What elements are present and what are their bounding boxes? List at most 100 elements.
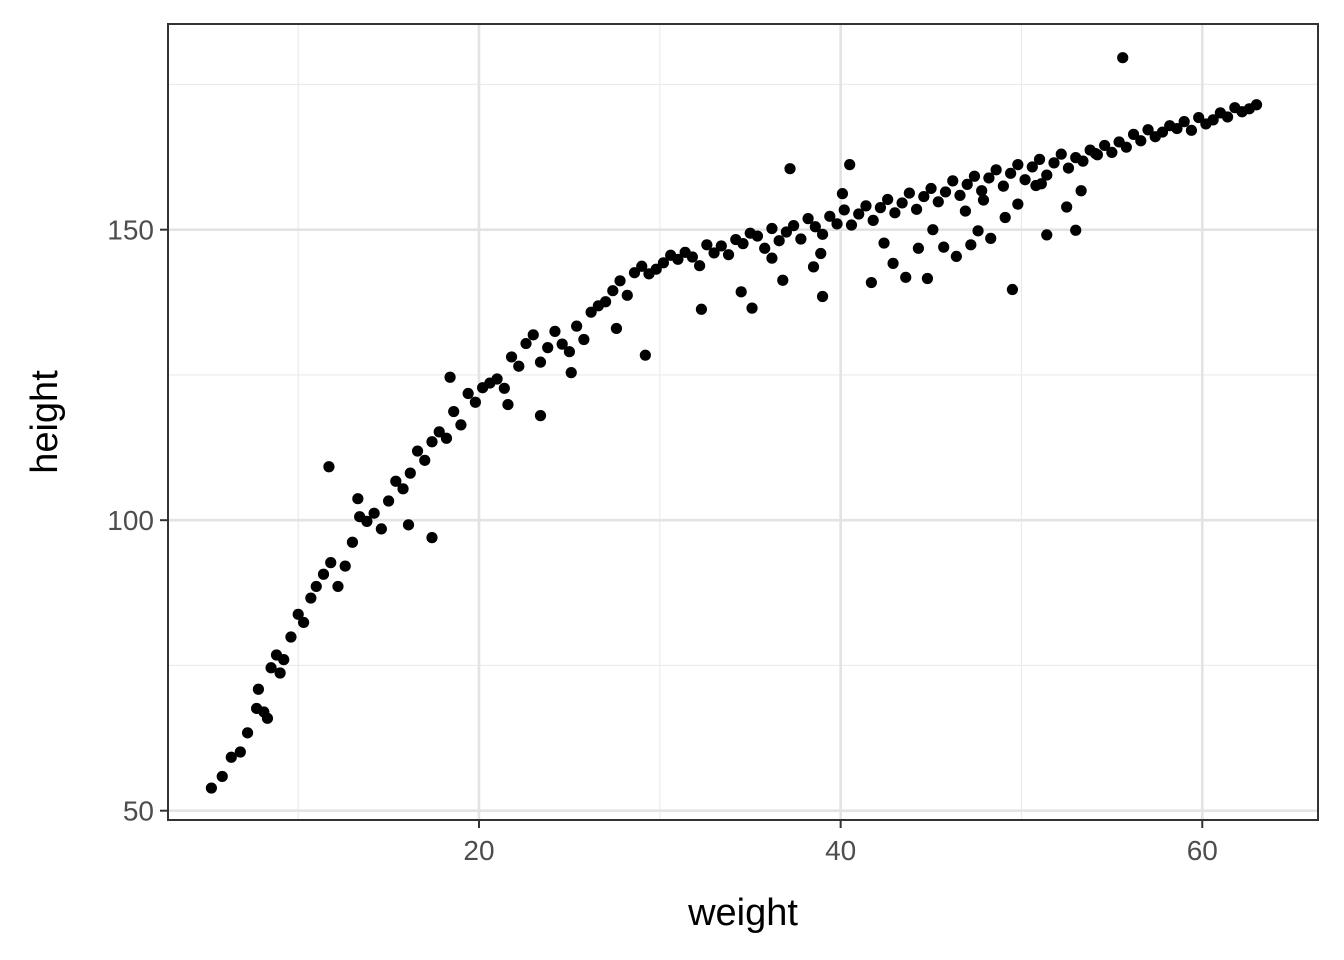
data-point	[265, 662, 277, 674]
data-point	[1006, 283, 1019, 296]
data-point	[715, 240, 727, 252]
data-point	[795, 233, 807, 245]
data-point	[759, 242, 771, 254]
data-point	[889, 207, 901, 219]
data-point	[809, 221, 821, 233]
data-point	[999, 211, 1011, 224]
data-point	[261, 712, 274, 724]
minor-gridlines	[168, 24, 1318, 820]
data-point	[737, 238, 749, 250]
data-point	[234, 746, 246, 758]
data-point	[701, 239, 713, 251]
data-point	[722, 249, 735, 261]
data-point	[1099, 139, 1111, 152]
data-point	[824, 210, 836, 222]
data-point	[874, 202, 887, 214]
data-point	[491, 373, 503, 385]
data-point	[932, 196, 944, 208]
data-point	[807, 261, 820, 273]
data-point	[285, 631, 297, 643]
data-point	[918, 190, 930, 203]
data-point	[549, 325, 561, 337]
data-point	[887, 257, 899, 269]
data-point	[502, 398, 514, 411]
data-point	[621, 289, 633, 301]
data-point	[607, 285, 619, 297]
data-point	[599, 296, 612, 308]
data-point	[1250, 99, 1263, 111]
data-point	[339, 560, 351, 572]
data-point	[831, 218, 843, 230]
data-point	[382, 495, 395, 507]
data-point	[853, 208, 865, 220]
data-point	[433, 426, 445, 438]
data-point	[1041, 229, 1053, 241]
data-point	[225, 751, 237, 763]
data-points	[205, 52, 1263, 794]
data-point	[694, 260, 706, 272]
data-point	[983, 172, 995, 184]
data-point	[947, 175, 959, 187]
data-point	[346, 536, 359, 548]
data-point	[578, 333, 590, 346]
plot-panel-border	[167, 23, 1319, 821]
data-point	[1106, 146, 1118, 159]
data-point	[990, 164, 1002, 176]
data-point	[1135, 135, 1147, 147]
data-point	[921, 272, 934, 285]
data-point	[865, 276, 877, 289]
data-point	[628, 267, 641, 279]
data-point	[534, 410, 547, 422]
data-point	[1089, 147, 1102, 160]
data-point	[426, 436, 438, 448]
x-tick-label: 60	[1187, 835, 1218, 866]
data-point	[375, 523, 387, 535]
data-point	[440, 432, 453, 444]
data-point	[1193, 111, 1205, 124]
data-point	[585, 306, 597, 318]
data-point	[845, 219, 858, 231]
x-tick-label: 40	[825, 835, 856, 866]
data-point	[860, 200, 872, 212]
data-point	[426, 532, 438, 544]
x-tick-label: 20	[463, 835, 494, 866]
data-point	[802, 213, 814, 225]
data-point	[882, 193, 894, 206]
data-point	[1041, 169, 1053, 181]
data-point	[925, 182, 937, 195]
y-axis-title: height	[24, 370, 66, 474]
data-point	[672, 253, 684, 265]
data-point	[402, 519, 415, 531]
data-point	[838, 204, 850, 216]
data-point	[205, 782, 217, 794]
data-point	[368, 507, 380, 519]
data-point	[836, 188, 849, 200]
data-point	[1142, 124, 1154, 136]
data-point	[784, 163, 796, 175]
data-point	[816, 228, 829, 240]
data-point	[505, 351, 518, 363]
data-point	[939, 186, 952, 198]
data-point	[527, 329, 539, 341]
data-point	[1035, 178, 1047, 190]
data-point	[513, 360, 525, 372]
data-point	[610, 322, 623, 335]
data-point	[773, 235, 785, 247]
data-point	[469, 396, 481, 408]
data-point	[1117, 52, 1129, 64]
data-point	[1005, 167, 1017, 179]
data-point	[972, 225, 984, 237]
data-point	[1207, 114, 1219, 126]
data-point	[896, 197, 908, 209]
data-point	[216, 770, 228, 783]
data-point	[305, 592, 317, 604]
data-point	[878, 237, 890, 249]
data-point	[950, 250, 962, 263]
data-point	[323, 461, 335, 473]
data-point	[1012, 159, 1024, 171]
data-point	[411, 445, 424, 457]
data-point	[708, 247, 720, 259]
y-tick-label: 50	[123, 796, 154, 827]
data-point	[695, 303, 708, 315]
